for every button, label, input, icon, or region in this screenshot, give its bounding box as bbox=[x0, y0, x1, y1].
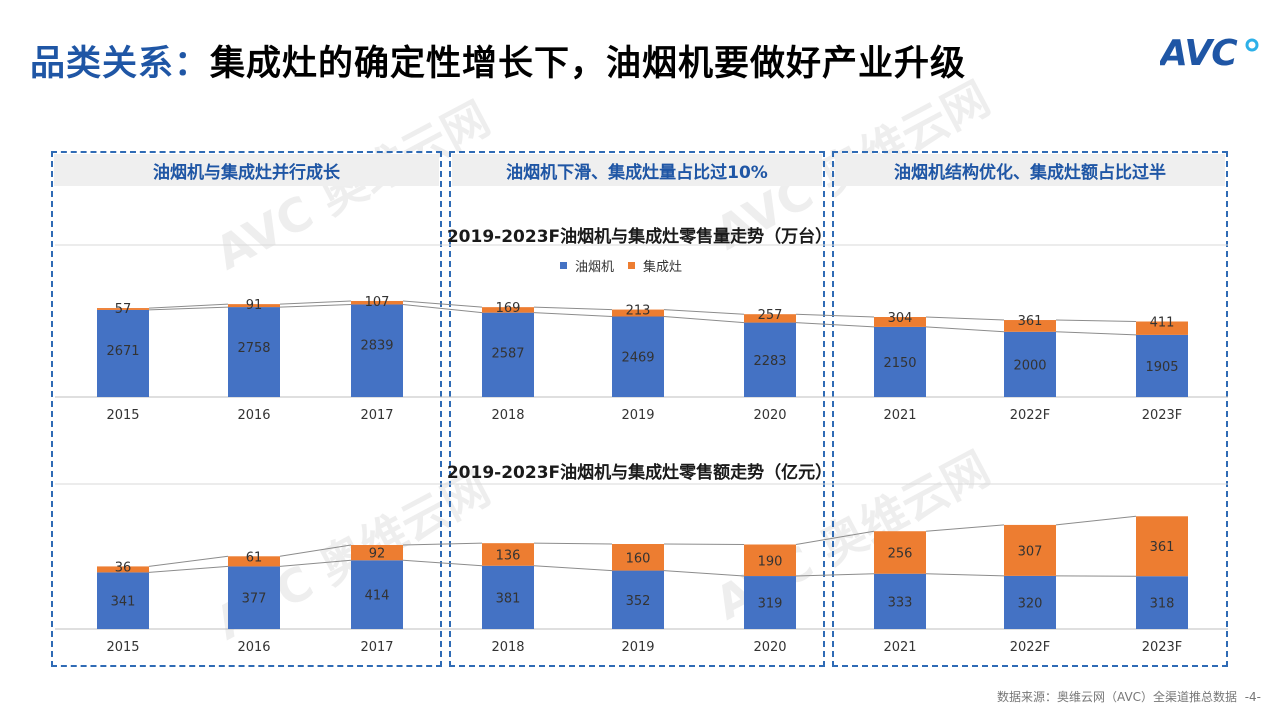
section-header-3: 油烟机结构优化、集成灶额占比过半 bbox=[835, 154, 1225, 186]
avc-logo: AVC bbox=[1160, 33, 1259, 73]
chart-legend: 油烟机 集成灶 bbox=[560, 256, 682, 275]
chart-2-title: 2019-2023F油烟机与集成灶零售额走势（亿元） bbox=[446, 463, 833, 483]
legend-swatch-blue bbox=[560, 262, 567, 269]
section-box-1 bbox=[51, 151, 442, 667]
footer: 数据来源：奥维云网（AVC）全渠道推总数据 -4- bbox=[997, 688, 1261, 705]
legend-swatch-orange bbox=[628, 262, 636, 269]
section-header-1: 油烟机与集成灶并行成长 bbox=[54, 154, 439, 186]
footer-source: 数据来源：奥维云网（AVC）全渠道推总数据 bbox=[997, 690, 1238, 704]
section-box-3 bbox=[832, 151, 1228, 667]
page-title-main: 集成灶的确定性增长下，油烟机要做好产业升级 bbox=[210, 43, 967, 84]
section-header-label: 油烟机结构优化、集成灶额占比过半 bbox=[894, 162, 1166, 183]
section-header-2: 油烟机下滑、集成灶量占比过10% bbox=[452, 154, 822, 186]
avc-logo-text: AVC bbox=[1160, 33, 1238, 73]
page-title: 品类关系： 集成灶的确定性增长下，油烟机要做好产业升级 bbox=[30, 30, 966, 90]
chart-1-title: 2019-2023F油烟机与集成灶零售量走势（万台） bbox=[446, 227, 833, 247]
section-header-label: 油烟机下滑、集成灶量占比过10% bbox=[506, 162, 768, 183]
page-title-prefix: 品类关系： bbox=[30, 43, 211, 84]
legend-label-series-1: 油烟机 bbox=[575, 260, 615, 275]
avc-logo-dot bbox=[1245, 38, 1259, 52]
section-box-2 bbox=[449, 151, 825, 667]
section-header-label: 油烟机与集成灶并行成长 bbox=[153, 162, 340, 183]
legend-label-series-2: 集成灶 bbox=[643, 260, 683, 275]
page-number: -4- bbox=[1244, 690, 1261, 704]
